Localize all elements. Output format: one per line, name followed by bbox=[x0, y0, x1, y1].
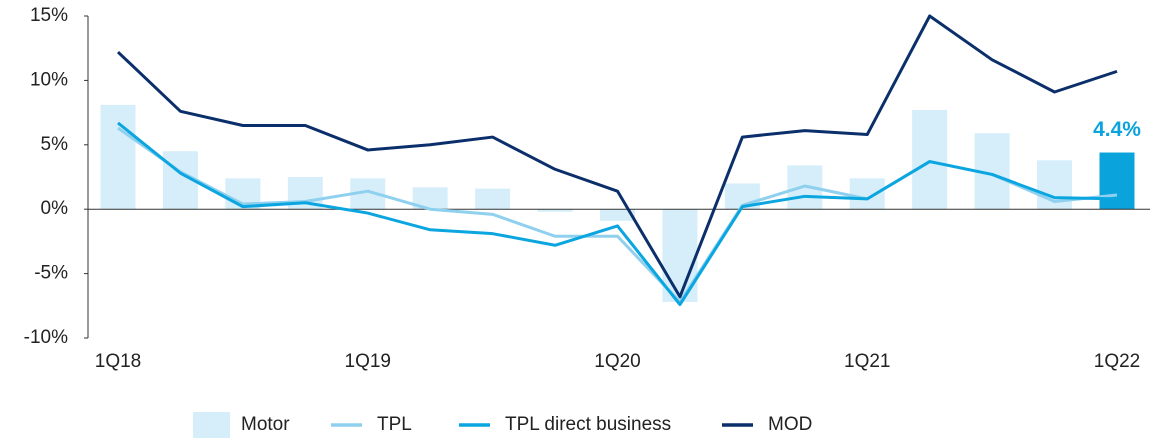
x-tick-label: 1Q20 bbox=[594, 351, 640, 372]
line bbox=[117, 121, 1118, 307]
x-tick-label: 1Q19 bbox=[345, 351, 391, 372]
legend-label: TPL bbox=[377, 414, 412, 435]
bar bbox=[600, 209, 635, 221]
y-tick-label: 5% bbox=[41, 134, 69, 155]
y-tick-label: 0% bbox=[41, 198, 69, 219]
legend-label: MOD bbox=[768, 414, 812, 435]
y-tick-label: -5% bbox=[34, 263, 68, 284]
value-label: 4.4% bbox=[1093, 118, 1141, 141]
bar bbox=[412, 187, 448, 210]
legend-swatch bbox=[193, 412, 230, 438]
x-tick-label: 1Q22 bbox=[1094, 351, 1140, 372]
bar bbox=[849, 178, 885, 210]
bar bbox=[100, 104, 136, 210]
x-tick-label: 1Q21 bbox=[844, 351, 890, 372]
bar bbox=[475, 188, 511, 210]
legend-label: TPL direct business bbox=[505, 414, 671, 435]
y-tick-label: -10% bbox=[24, 327, 68, 348]
x-tick-label: 1Q18 bbox=[95, 351, 141, 372]
bar bbox=[912, 110, 948, 210]
y-tick-label: 15% bbox=[30, 5, 68, 26]
bar bbox=[1099, 152, 1135, 210]
y-tick-label: 10% bbox=[30, 69, 68, 90]
bar bbox=[537, 209, 573, 212]
line bbox=[116, 14, 1118, 299]
legend-label: Motor bbox=[241, 414, 290, 435]
